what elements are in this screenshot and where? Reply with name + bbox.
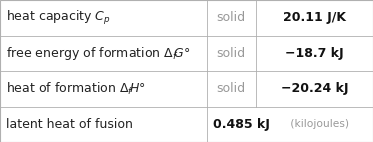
Text: −18.7 kJ: −18.7 kJ (285, 47, 344, 60)
Text: heat of formation $\Delta_f\!H°$: heat of formation $\Delta_f\!H°$ (6, 81, 145, 97)
Text: free energy of formation $\Delta_f\!G°$: free energy of formation $\Delta_f\!G°$ (6, 45, 190, 62)
Text: 0.485 kJ: 0.485 kJ (213, 118, 270, 131)
Text: heat capacity $\mathit{C}_p$: heat capacity $\mathit{C}_p$ (6, 9, 110, 27)
Text: −20.24 kJ: −20.24 kJ (280, 82, 348, 95)
Text: solid: solid (217, 82, 246, 95)
Text: 20.11 J/K: 20.11 J/K (283, 11, 346, 24)
Text: latent heat of fusion: latent heat of fusion (6, 118, 132, 131)
Text: solid: solid (217, 11, 246, 24)
Text: (kilojoules): (kilojoules) (287, 119, 349, 129)
Text: solid: solid (217, 47, 246, 60)
